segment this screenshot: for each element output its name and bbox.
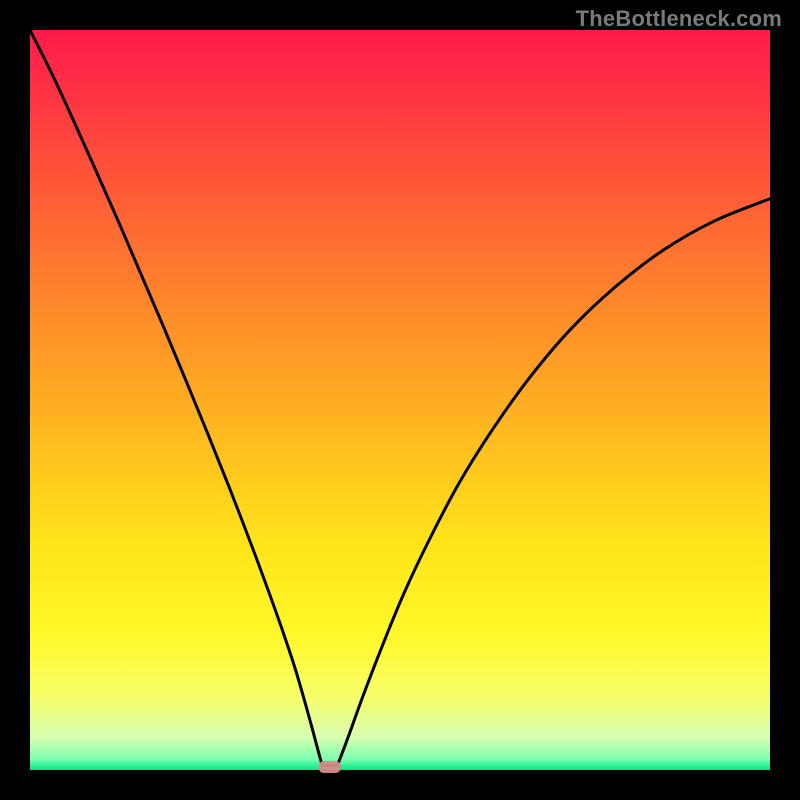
chart-frame: TheBottleneck.com <box>0 0 800 800</box>
minimum-marker <box>319 761 341 773</box>
gradient-plot-area <box>30 30 770 770</box>
watermark-text: TheBottleneck.com <box>576 6 782 32</box>
bottleneck-curve-chart <box>0 0 800 800</box>
